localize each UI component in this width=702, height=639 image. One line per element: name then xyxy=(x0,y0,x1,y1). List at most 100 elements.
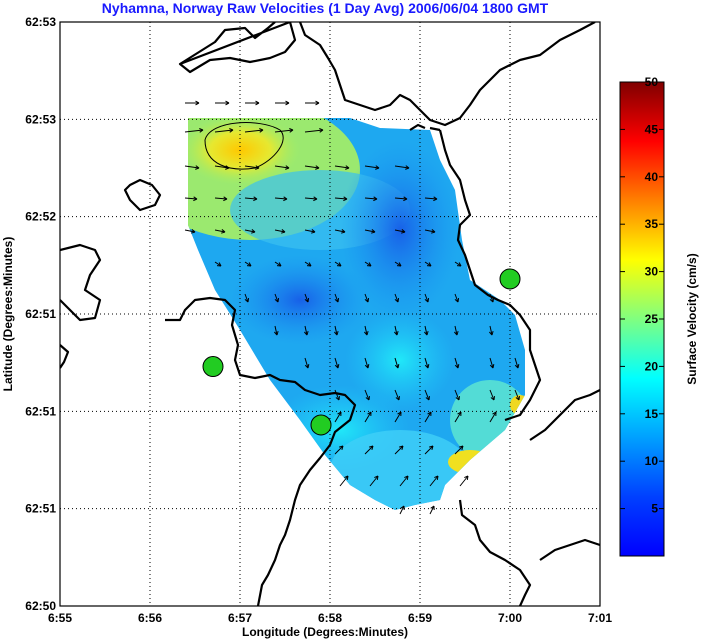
velocity-vector-head xyxy=(363,331,369,336)
velocity-vector-head xyxy=(195,165,200,170)
x-tick-label: 6:58 xyxy=(318,611,342,625)
velocity-vector-head xyxy=(515,395,520,401)
velocity-vector xyxy=(489,357,494,369)
velocity-vector-head xyxy=(315,100,320,106)
velocity-vector-head xyxy=(281,229,286,234)
colorbar xyxy=(619,81,665,557)
velocity-vector-head xyxy=(337,411,342,417)
velocity-vector xyxy=(244,129,264,133)
grid-lines xyxy=(60,22,600,606)
y-axis-label: Latitude (Degrees:Minutes) xyxy=(1,237,15,392)
velocity-vector xyxy=(454,411,462,423)
velocity-vector-head xyxy=(427,411,432,417)
x-tick-label: 7:01 xyxy=(588,611,612,625)
velocity-vector xyxy=(399,505,405,515)
velocity-vector xyxy=(424,389,430,401)
velocity-vector xyxy=(394,445,404,455)
y-tick-label: 62:53 xyxy=(25,112,56,126)
velocity-vector-head xyxy=(319,128,324,133)
velocity-vector xyxy=(274,325,278,336)
velocity-vector xyxy=(184,197,198,200)
velocity-vector-head xyxy=(229,128,234,133)
velocity-vector xyxy=(244,293,249,303)
velocity-vector xyxy=(304,325,308,336)
velocity-vector xyxy=(334,389,340,401)
velocity-vector-head xyxy=(276,262,282,267)
velocity-vector xyxy=(394,165,410,169)
x-tick-label: 6:57 xyxy=(228,611,252,625)
velocity-vector xyxy=(184,129,204,133)
x-tick-labels: 6:55 6:56 6:57 6:58 6:59 7:00 7:01 xyxy=(48,611,612,625)
x-tick-label: 7:00 xyxy=(498,611,522,625)
velocity-vector xyxy=(364,293,369,303)
colorbar-tick-label: 20 xyxy=(645,359,659,373)
velocity-vector-head xyxy=(343,196,348,202)
velocity-vector xyxy=(274,229,286,233)
velocity-vector-head xyxy=(259,128,264,133)
colorbar-tick-label: 5 xyxy=(651,502,658,516)
velocity-vector xyxy=(244,261,252,267)
velocity-vector-head xyxy=(396,262,402,267)
velocity-contour xyxy=(204,122,284,170)
velocity-vector-head xyxy=(333,331,339,336)
velocity-vector-head xyxy=(246,262,252,267)
velocity-vector xyxy=(304,197,318,200)
velocity-vector xyxy=(304,129,324,133)
radar-station-marker xyxy=(499,268,521,290)
colorbar-tick-label: 50 xyxy=(645,75,659,89)
velocity-vector xyxy=(334,197,348,200)
velocity-vector-head xyxy=(334,297,340,303)
velocity-vector xyxy=(454,325,458,336)
velocity-vector xyxy=(394,197,408,200)
velocity-vector-head xyxy=(405,165,410,170)
velocity-vector-head xyxy=(395,395,400,401)
colorbar-label: Surface Velocity (cm/s) xyxy=(685,253,699,384)
velocity-vector xyxy=(274,261,282,267)
velocity-vector-head xyxy=(225,165,230,170)
velocity-vector xyxy=(274,165,290,169)
velocity-vector xyxy=(364,411,372,423)
velocity-vector xyxy=(244,197,258,200)
x-tick-label: 6:56 xyxy=(138,611,162,625)
velocity-vector-head xyxy=(453,331,459,336)
velocity-vector xyxy=(429,475,439,487)
velocity-vector-head xyxy=(459,445,464,450)
colorbar-tick-label: 10 xyxy=(645,454,659,468)
velocity-vector xyxy=(334,165,350,169)
velocity-vector xyxy=(424,325,428,336)
velocity-vector-head xyxy=(283,196,288,202)
velocity-vector-head xyxy=(431,229,436,234)
radar-station-marker xyxy=(202,356,224,378)
colorbar-tick-label: 40 xyxy=(645,170,659,184)
velocity-vector-head xyxy=(313,196,318,202)
velocity-vectors xyxy=(184,100,520,515)
velocity-vector-head xyxy=(244,297,250,303)
velocity-vector xyxy=(459,475,469,487)
velocity-vector-head xyxy=(433,196,438,202)
velocity-vector-head xyxy=(367,411,372,417)
velocity-vector xyxy=(214,165,230,169)
velocity-vector xyxy=(304,229,316,233)
velocity-vector-head xyxy=(429,445,434,450)
velocity-vector-head xyxy=(285,165,290,170)
velocity-vector xyxy=(424,261,432,267)
velocity-vector xyxy=(334,261,342,267)
velocity-vector-head xyxy=(216,262,222,267)
velocity-vector-head xyxy=(366,262,372,267)
velocity-vector xyxy=(304,357,309,369)
velocity-vector xyxy=(489,389,495,401)
velocity-vector xyxy=(489,411,497,423)
velocity-vector-head xyxy=(369,445,374,450)
chart-title: Nyhamna, Norway Raw Velocities (1 Day Av… xyxy=(102,0,549,16)
velocity-vector-head xyxy=(394,363,400,369)
velocity-vector-head xyxy=(489,297,495,303)
velocity-vector xyxy=(364,445,374,455)
velocity-vector-head xyxy=(341,229,346,234)
velocity-vector xyxy=(244,229,256,233)
velocity-vector-head xyxy=(454,297,460,303)
velocity-vector-head xyxy=(394,297,400,303)
y-tick-label: 62:51 xyxy=(25,307,56,321)
velocity-vector-head xyxy=(374,475,379,481)
y-tick-label: 62:51 xyxy=(25,404,56,418)
